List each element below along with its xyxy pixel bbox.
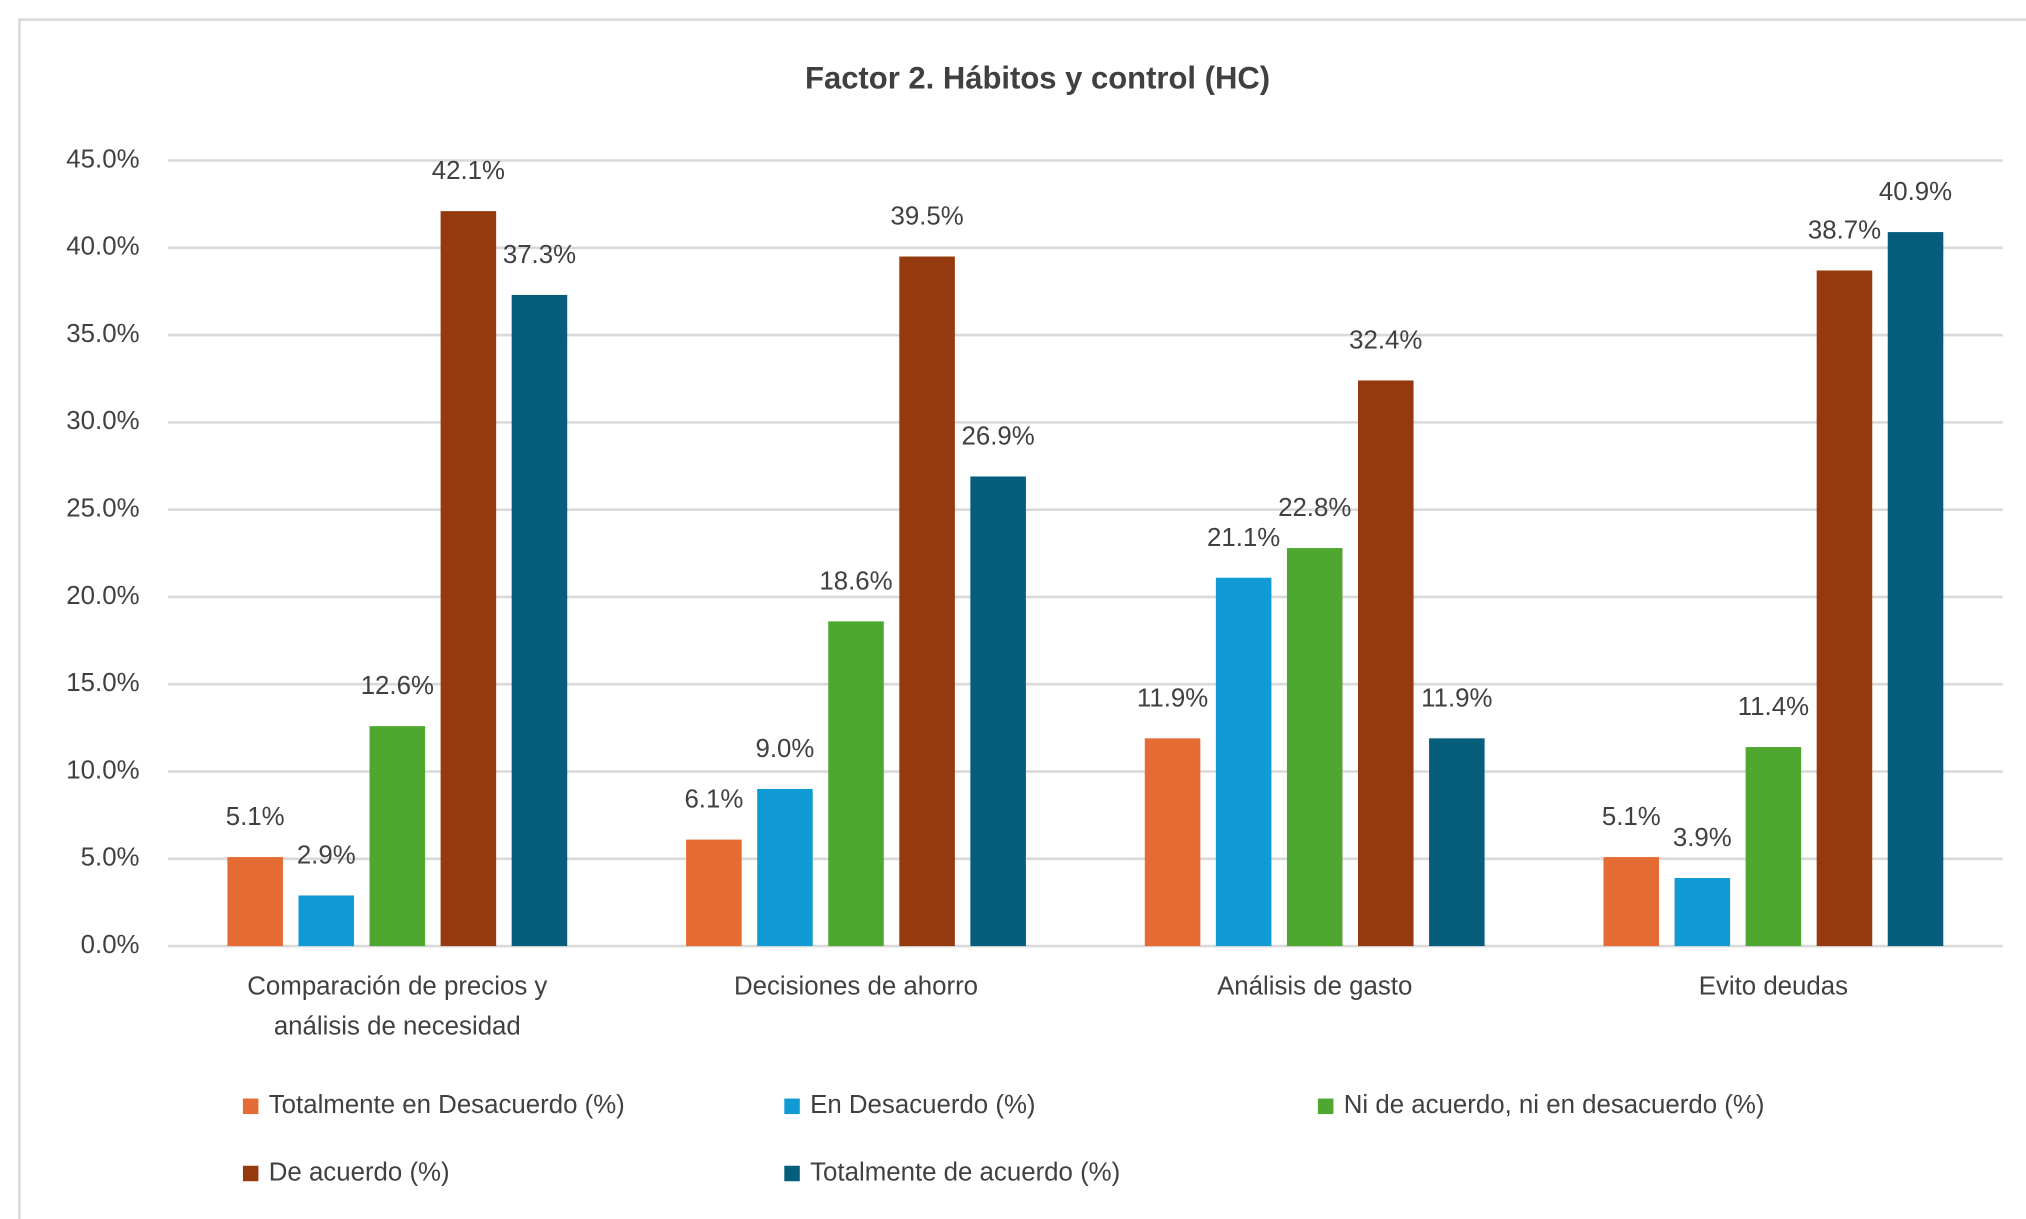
chart-title: Factor 2. Hábitos y control (HC): [805, 61, 1270, 96]
data-label: 2.9%: [297, 842, 356, 870]
bar: [686, 839, 742, 947]
bar: [970, 476, 1026, 947]
bar: [1429, 738, 1485, 947]
data-label: 21.1%: [1207, 524, 1280, 552]
data-label: 5.1%: [226, 803, 285, 831]
y-tick-label: 10.0%: [66, 756, 139, 784]
data-label: 18.6%: [819, 567, 892, 595]
legend-label: En Desacuerdo (%): [810, 1091, 1035, 1119]
data-label: 26.9%: [962, 423, 1035, 451]
bar: [369, 726, 426, 947]
y-tick-label: 40.0%: [66, 233, 139, 261]
legend-label: Totalmente de acuerdo (%): [810, 1158, 1120, 1186]
data-label: 11.9%: [1137, 684, 1208, 712]
x-tick-label: Comparación de precios y análisis de nece…: [247, 972, 547, 1040]
bar: [828, 621, 884, 947]
bar: [1286, 548, 1343, 947]
legend-swatch: [242, 1098, 259, 1115]
x-tick-label: Evito deudas: [1699, 972, 1848, 1000]
y-tick-label: 35.0%: [66, 320, 139, 348]
y-tick-label: 0.0%: [81, 931, 140, 959]
bar: [227, 857, 283, 947]
data-label: 12.6%: [361, 672, 434, 700]
data-label: 6.1%: [684, 786, 743, 814]
data-label: 38.7%: [1808, 217, 1881, 245]
bar: [511, 294, 568, 947]
data-label: 39.5%: [890, 203, 963, 231]
bar: [1144, 738, 1201, 947]
y-tick-label: 15.0%: [66, 669, 139, 697]
y-tick-label: 45.0%: [66, 145, 139, 173]
bar: [1674, 878, 1731, 947]
legend-swatch: [242, 1165, 259, 1182]
y-tick-label: 20.0%: [66, 582, 139, 610]
bar: [899, 256, 955, 947]
data-label: 32.4%: [1349, 327, 1422, 355]
legend-label: Ni de acuerdo, ni en desacuerdo (%): [1344, 1091, 1765, 1119]
data-label: 42.1%: [432, 157, 505, 185]
y-tick-label: 5.0%: [81, 844, 140, 872]
bar: [440, 211, 497, 947]
data-label: 11.9%: [1421, 684, 1492, 712]
bar: [1603, 857, 1660, 947]
legend-swatch: [784, 1165, 800, 1182]
legend-swatch: [784, 1098, 800, 1115]
data-label: 22.8%: [1278, 494, 1351, 522]
bar: [1816, 270, 1873, 947]
legend-swatch: [1317, 1098, 1334, 1115]
bar: [757, 788, 813, 947]
bar: [1357, 380, 1414, 947]
legend-label: De acuerdo (%): [269, 1158, 450, 1186]
data-label: 37.3%: [503, 241, 576, 269]
data-label: 40.9%: [1879, 178, 1952, 206]
y-tick-label: 25.0%: [66, 494, 139, 522]
bar: [298, 895, 355, 947]
legend-label: Totalmente en Desacuerdo (%): [269, 1091, 625, 1119]
bar: [1887, 232, 1944, 947]
x-tick-label: Análisis de gasto: [1217, 972, 1412, 1000]
data-label: 3.9%: [1673, 824, 1732, 852]
x-tick-label: Decisiones de ahorro: [734, 972, 978, 1000]
data-label: 5.1%: [1602, 803, 1661, 831]
bar: [1215, 577, 1272, 947]
data-label: 11.4%: [1738, 693, 1809, 721]
bar: [1745, 747, 1802, 947]
data-label: 9.0%: [756, 735, 815, 763]
y-tick-label: 30.0%: [66, 407, 139, 435]
